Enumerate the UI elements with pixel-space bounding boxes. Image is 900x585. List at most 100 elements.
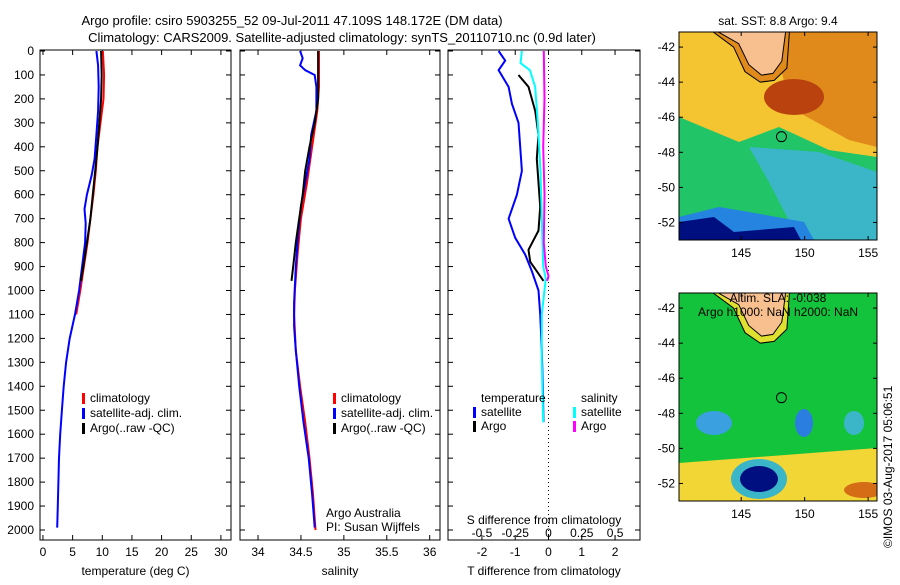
footer-stamp: ©IMOS 03-Aug-2017 05:06:51: [881, 385, 895, 548]
y-tick-label: 600: [14, 188, 34, 202]
x2-tick-label: -0.5: [472, 526, 493, 540]
y-tick-label: -46: [658, 371, 676, 385]
temperature-profile-panel: 0 5 10 15 20 25 300100200300400500600700800900…: [7, 44, 232, 578]
y-tick-label: 0: [27, 44, 34, 58]
series-line-satellite-adj-clim-: [56, 50, 100, 528]
legend-label: Argo(..raw -QC): [341, 421, 426, 435]
argo-position-marker: [775, 392, 787, 404]
y-tick-label: 1100: [8, 307, 34, 321]
y-tick-label: 800: [14, 236, 34, 250]
x-tick-label: 20: [155, 545, 169, 559]
legend-title: salinity: [581, 391, 618, 405]
series-line-t-argo: [517, 74, 545, 282]
series-line-s-argo: [542, 50, 550, 282]
y-tick-label: -44: [658, 75, 676, 89]
plot-frame: [447, 49, 641, 541]
x-tick-label: 2: [612, 545, 619, 559]
series-line-s-satellite: [519, 50, 547, 423]
map-frame: [678, 292, 878, 502]
legend-label: Argo: [481, 419, 507, 433]
x-tick-label: 155: [858, 507, 878, 521]
plot-frame: [39, 49, 232, 541]
x2-axis-label: S difference from climatology: [467, 513, 622, 527]
eddy: [844, 411, 864, 435]
legend-label: satellite-adj. clim.: [90, 406, 182, 420]
map-frame: [678, 31, 878, 241]
legend-swatch: [82, 423, 85, 434]
salinity-profile-panel: 34 34.5 35 35.5 36 salinity climatologysatelli…: [239, 49, 441, 578]
y-tick-label: 700: [14, 212, 34, 226]
y-tick-label: -48: [658, 145, 676, 159]
legend-label: climatology: [341, 391, 401, 405]
x-axis-label: T difference from climatology: [467, 564, 621, 578]
x2-tick-label: -0.25: [502, 526, 530, 540]
annotation-text: Argo Australia: [326, 506, 401, 520]
y-tick-label: 100: [14, 68, 34, 82]
x-tick-label: 15: [125, 545, 139, 559]
legend-label: satellite-adj. clim.: [341, 406, 433, 420]
y-tick-label: 1800: [7, 475, 34, 489]
x-axis-label: salinity: [322, 564, 359, 578]
series-line-satellite-adj-clim-: [293, 50, 318, 528]
x-tick-label: 25: [185, 545, 199, 559]
y-tick-label: 1200: [7, 331, 34, 345]
y-tick-label: 1700: [7, 451, 34, 465]
y-tick-label: 1400: [7, 379, 34, 393]
x-tick-label: 150: [795, 507, 815, 521]
y-tick-label: -42: [658, 301, 676, 315]
argo-position-marker: [775, 131, 787, 143]
y-tick-label: -46: [658, 110, 676, 124]
difference-profile-panel: -2 -1 0 1 2 -0.5 -0.25 0 0.25 0.5S difference fro…: [447, 49, 641, 578]
x-tick-label: 1: [578, 545, 585, 559]
legend-swatch: [82, 393, 85, 404]
y-tick-label: -48: [658, 406, 676, 420]
eddy: [795, 409, 813, 437]
annotation-text: PI: Susan Wijffels: [326, 520, 420, 534]
coldest-region: [679, 217, 801, 240]
y-tick-label: 1300: [7, 355, 34, 369]
legend-label: Argo: [581, 419, 607, 433]
map-subtitle: Argo h1000: NaN h2000: NaN: [698, 305, 858, 319]
legend-label: satellite: [481, 405, 522, 419]
y-tick-label: -50: [658, 180, 676, 194]
y-tick-label: -52: [658, 215, 676, 229]
legend-title: temperature: [481, 391, 546, 405]
x-tick-label: 0: [545, 545, 552, 559]
legend-swatch: [573, 421, 576, 432]
title-line-1: Argo profile: csiro 5903255_52 09-Jul-20…: [81, 13, 502, 28]
legend-label: satellite: [581, 405, 622, 419]
y-tick-label: 900: [14, 260, 34, 274]
y-tick-label: 2000: [7, 523, 34, 537]
series-line-argo-raw-qc-: [79, 50, 103, 282]
y-tick-label: -52: [658, 476, 676, 490]
y-tick-label: 1500: [7, 403, 34, 417]
cool-region: [749, 147, 877, 240]
x-tick-label: 0: [40, 545, 47, 559]
legend-swatch: [82, 408, 85, 419]
legend-swatch: [473, 421, 476, 432]
x-tick-label: 35.5: [375, 545, 399, 559]
x2-tick-label: 0: [545, 526, 552, 540]
warm-region: [774, 32, 877, 147]
hot-spot: [844, 482, 877, 498]
legend-label: climatology: [90, 391, 150, 405]
x-tick-label: 150: [795, 246, 815, 260]
x-tick-label: 145: [731, 246, 751, 260]
legend-swatch: [473, 407, 476, 418]
x2-tick-label: 0.25: [570, 526, 594, 540]
x-tick-label: -2: [477, 545, 488, 559]
x-tick-label: 5: [69, 545, 76, 559]
y-tick-label: 300: [14, 116, 34, 130]
x-tick-label: 155: [858, 246, 878, 260]
sst-map: 145 150 155 -42 -44 -46 -48 -50 -52 sat. SST: 8.8…: [658, 14, 879, 260]
map-field: [679, 293, 877, 501]
legend-swatch: [333, 393, 336, 404]
x-tick-label: 34: [251, 545, 265, 559]
map-field: [679, 32, 877, 240]
x-tick-label: 34.5: [289, 545, 313, 559]
x-tick-label: 35: [337, 545, 351, 559]
x-tick-label: 145: [731, 507, 751, 521]
plot-frame: [239, 49, 441, 541]
y-tick-label: -42: [658, 40, 676, 54]
